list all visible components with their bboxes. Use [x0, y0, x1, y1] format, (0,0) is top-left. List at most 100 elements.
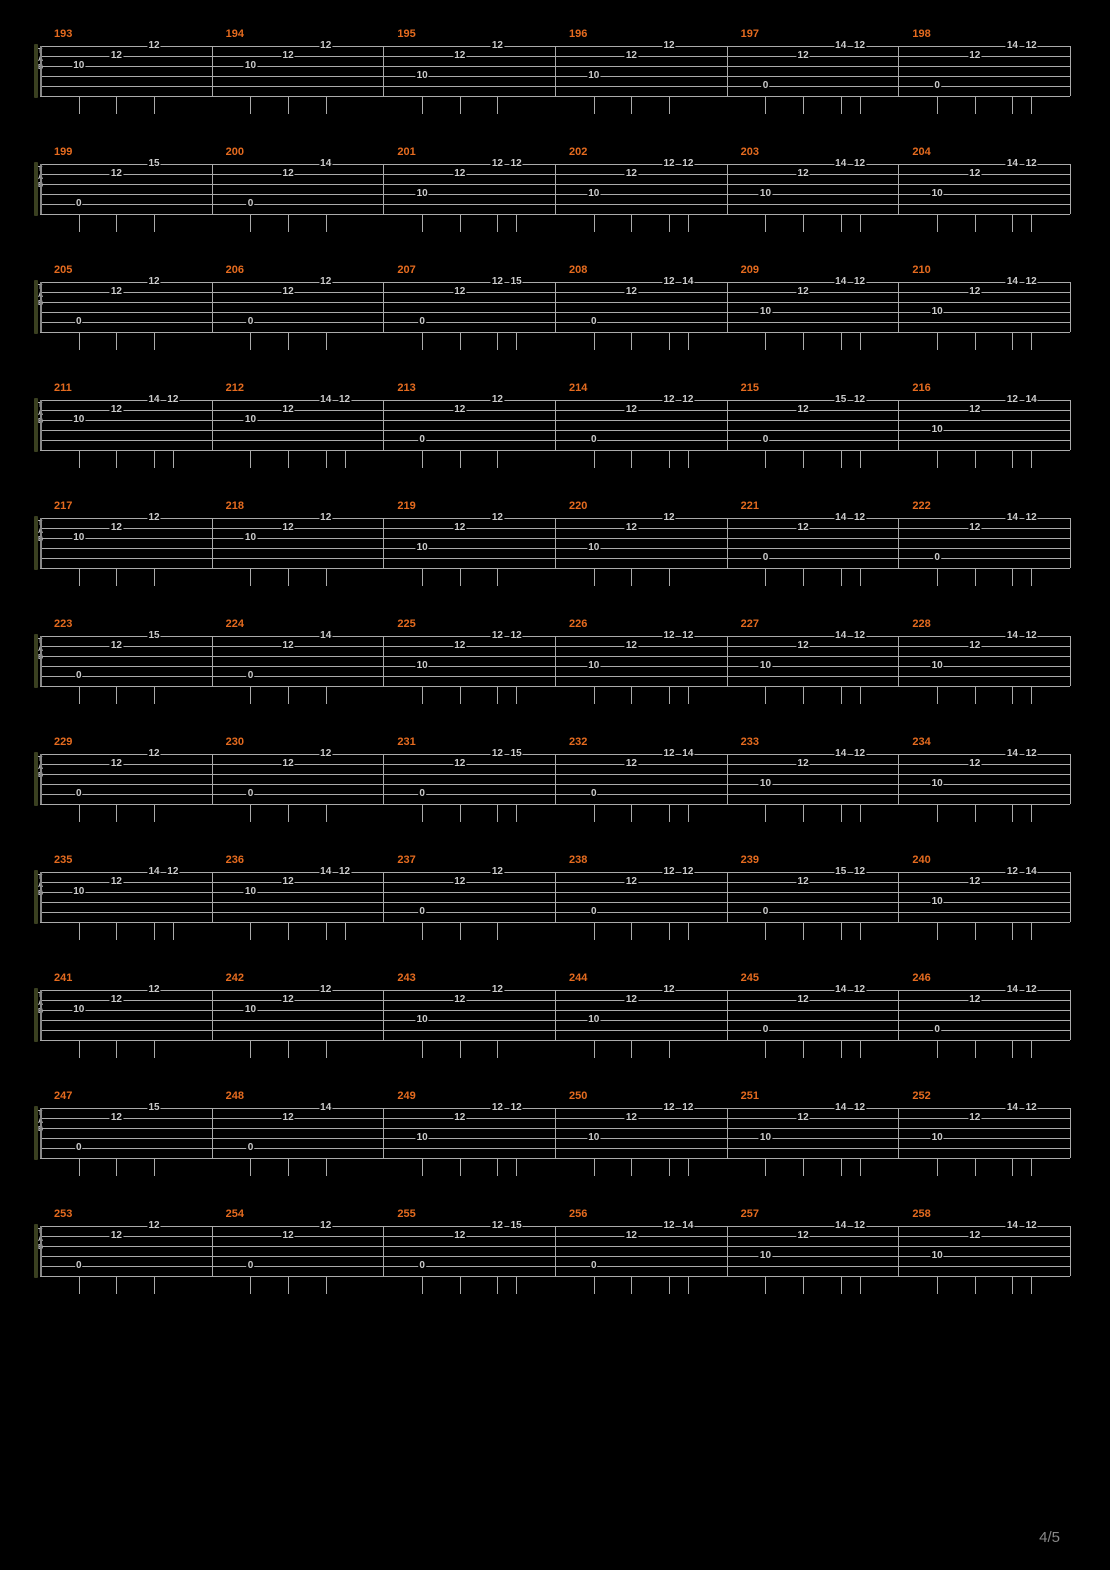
note-stem: [79, 1040, 80, 1058]
fret-number: 12: [662, 159, 675, 169]
fret-number: 10: [759, 307, 772, 317]
note-stem: [154, 1276, 155, 1294]
note-stem: [79, 332, 80, 350]
fret-number: 12: [625, 1231, 638, 1241]
fret-number: 12: [282, 759, 295, 769]
note-stem: [154, 214, 155, 232]
fret-number: 12: [1006, 395, 1019, 405]
fret-number: 12: [110, 1113, 123, 1123]
fret-number: 12: [110, 169, 123, 179]
barline: [727, 754, 728, 804]
fret-number: 10: [416, 1015, 429, 1025]
note-stem: [803, 1276, 804, 1294]
note-stem: [688, 922, 689, 940]
note-stem: [116, 332, 117, 350]
note-stem: [594, 450, 595, 468]
fret-number: 12: [491, 41, 504, 51]
note-stem: [765, 922, 766, 940]
barline: [555, 1226, 556, 1276]
note-stem: [326, 214, 327, 232]
note-stem: [1031, 1158, 1032, 1176]
note-stem: [154, 1040, 155, 1058]
fret-number: 12: [282, 523, 295, 533]
note-stem: [841, 804, 842, 822]
barline: [727, 400, 728, 450]
note-stem: [975, 332, 976, 350]
barline: [555, 518, 556, 568]
fret-number: 10: [587, 1015, 600, 1025]
note-stem: [116, 214, 117, 232]
fret-number: 14: [1006, 277, 1019, 287]
barline: [212, 518, 213, 568]
note-stem: [937, 1158, 938, 1176]
measure-number: 211: [54, 382, 72, 394]
fret-number: 10: [244, 1005, 257, 1015]
note-stem: [860, 1040, 861, 1058]
measure-number: 233: [741, 736, 759, 748]
barline: [212, 636, 213, 686]
fret-number: 12: [282, 169, 295, 179]
measure-number: 222: [912, 500, 930, 512]
fret-number: 12: [968, 287, 981, 297]
note-stem: [975, 804, 976, 822]
fret-number: 0: [418, 907, 426, 917]
note-stem: [288, 332, 289, 350]
barline: [212, 754, 213, 804]
staff-line: [40, 1040, 1070, 1041]
measure-number: 242: [226, 972, 244, 984]
note-stem: [594, 568, 595, 586]
fret-number: 0: [247, 1143, 255, 1153]
barline: [727, 872, 728, 922]
fret-number: 12: [625, 405, 638, 415]
note-stem: [803, 1158, 804, 1176]
note-stem: [1031, 922, 1032, 940]
note-stem: [516, 332, 517, 350]
note-stem: [460, 1158, 461, 1176]
fret-number: 12: [662, 1221, 675, 1231]
fret-number: 12: [662, 631, 675, 641]
fret-number: 12: [853, 395, 866, 405]
barline: [212, 164, 213, 214]
fret-number: 14: [1006, 1103, 1019, 1113]
fret-number: 0: [762, 553, 770, 563]
fret-number: 14: [319, 159, 332, 169]
note-stem: [79, 922, 80, 940]
note-stem: [326, 332, 327, 350]
note-stem: [116, 96, 117, 114]
note-stem: [79, 450, 80, 468]
fret-number: 10: [244, 415, 257, 425]
measure-number: 230: [226, 736, 244, 748]
note-stem: [765, 686, 766, 704]
tab-system: TAB2470121524801214249101212122501012121…: [40, 1108, 1070, 1188]
fret-number: 12: [453, 1113, 466, 1123]
measure-number: 231: [397, 736, 415, 748]
note-stem: [250, 450, 251, 468]
note-stem: [594, 922, 595, 940]
fret-number: 12: [797, 877, 810, 887]
note-stem: [173, 450, 174, 468]
barline: [212, 1108, 213, 1158]
note-stem: [116, 922, 117, 940]
note-stem: [497, 1158, 498, 1176]
note-stem: [669, 686, 670, 704]
measure-number: 205: [54, 264, 72, 276]
note-stem: [841, 96, 842, 114]
note-stem: [1012, 804, 1013, 822]
note-stem: [765, 214, 766, 232]
staff-line: [40, 1276, 1070, 1277]
note-stem: [79, 96, 80, 114]
barline: [898, 400, 899, 450]
fret-number: 12: [797, 1231, 810, 1241]
note-stem: [594, 1276, 595, 1294]
note-stem: [422, 686, 423, 704]
measure-number: 206: [226, 264, 244, 276]
fret-number: 12: [147, 985, 160, 995]
note-stem: [937, 686, 938, 704]
fret-number: 0: [762, 81, 770, 91]
staff-line: [40, 686, 1070, 687]
fret-number: 0: [75, 317, 83, 327]
fret-number: 15: [510, 277, 523, 287]
tab-staff: TAB2171012122181012122191012122201012122…: [40, 518, 1070, 568]
note-stem: [116, 450, 117, 468]
barline: [383, 754, 384, 804]
